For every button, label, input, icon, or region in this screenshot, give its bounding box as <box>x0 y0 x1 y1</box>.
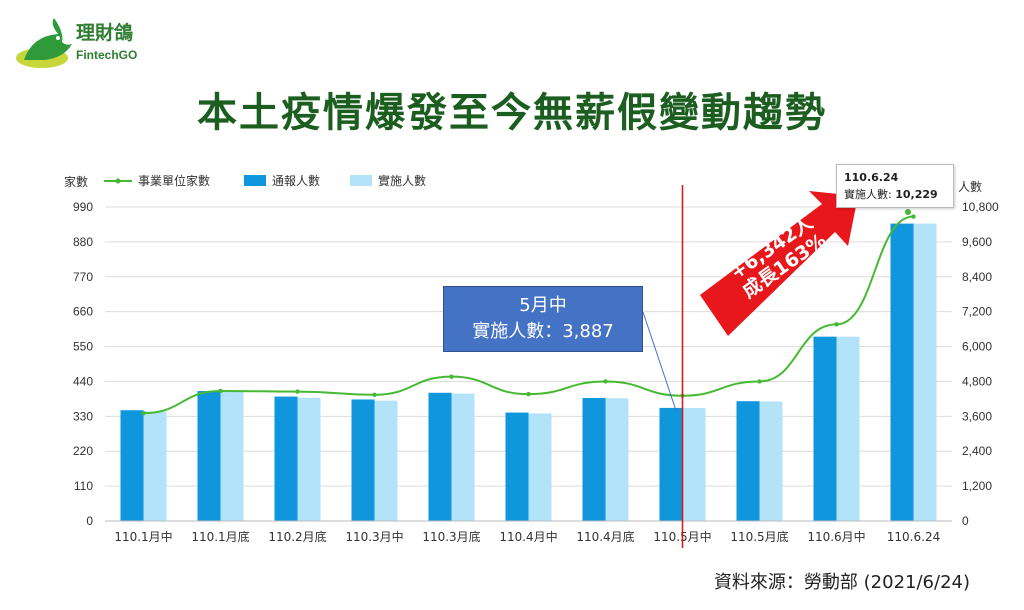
firms-point <box>834 322 839 327</box>
bar-implemented <box>759 401 783 521</box>
callout-line2: 實施人數：3,887 <box>472 321 614 342</box>
right-tick-label: 3,600 <box>962 409 992 423</box>
bar-implemented <box>682 407 706 521</box>
legend-label: 通報人數 <box>272 174 320 188</box>
logo: 理財鴿 FintechGO <box>14 14 174 78</box>
bar-implemented <box>374 400 398 521</box>
tooltip: 110.6.24 實施人數: 10,229 <box>836 164 954 208</box>
right-tick-label: 7,200 <box>962 305 992 319</box>
firms-point <box>218 388 223 394</box>
bar-implemented <box>297 397 321 521</box>
legend-label: 實施人數 <box>378 173 426 188</box>
legend-swatch <box>350 175 372 186</box>
bar-notified <box>813 336 837 521</box>
left-tick-label: 0 <box>86 514 93 528</box>
right-tick-label: 2,400 <box>962 444 992 458</box>
right-tick-label: 9,600 <box>962 235 992 249</box>
left-tick-label: 770 <box>73 270 93 284</box>
tooltip-pointer-dot <box>905 209 911 215</box>
right-tick-label: 10,800 <box>962 200 999 214</box>
bar-implemented <box>836 336 860 521</box>
logo-name: 理財鴿 <box>76 22 134 44</box>
bar-notified <box>428 392 452 521</box>
right-axis-label: 人數 <box>958 180 982 194</box>
source-note: 資料來源：勞動部 (2021/6/24) <box>713 572 970 593</box>
category-label: 110.6.24 <box>887 530 940 544</box>
tooltip-label: 實施人數: <box>844 188 896 201</box>
legend-label: 事業單位家數 <box>138 173 210 188</box>
firms-point <box>372 392 377 397</box>
bar-notified <box>890 223 914 521</box>
logo-subtitle: FintechGO <box>76 48 138 62</box>
bar-notified <box>736 401 760 521</box>
category-label: 110.2月底 <box>268 529 326 544</box>
bar-notified <box>197 391 221 521</box>
right-tick-label: 4,800 <box>962 374 992 388</box>
firms-point <box>526 391 531 397</box>
right-tick-label: 0 <box>962 514 969 528</box>
tooltip-line: 實施人數: 10,229 <box>844 186 946 203</box>
growth-arrow-icon <box>700 191 858 336</box>
tooltip-date: 110.6.24 <box>844 171 899 184</box>
firms-point <box>141 410 146 416</box>
firms-point <box>295 389 300 394</box>
firms-point <box>757 379 762 384</box>
bar-notified <box>351 399 375 521</box>
dove-logo-icon <box>16 18 72 68</box>
tooltip-value: 10,229 <box>895 188 938 201</box>
firms-point <box>603 379 608 384</box>
left-axis-label: 家數 <box>64 174 88 189</box>
right-tick-label: 6,000 <box>962 340 992 354</box>
firms-point <box>449 374 454 379</box>
bar-implemented <box>913 223 937 521</box>
left-tick-label: 660 <box>73 305 93 319</box>
left-tick-label: 550 <box>73 340 93 354</box>
bar-implemented <box>528 413 552 521</box>
category-label: 110.6月中 <box>807 529 865 544</box>
category-label: 110.1月中 <box>114 529 172 544</box>
bar-notified <box>582 398 606 521</box>
category-label: 110.4月底 <box>576 529 634 544</box>
right-tick-label: 8,400 <box>962 270 992 284</box>
legend-line-marker <box>115 178 121 184</box>
left-tick-label: 330 <box>73 409 93 423</box>
legend-swatch <box>244 175 266 186</box>
bar-notified <box>120 410 144 521</box>
left-tick-label: 990 <box>73 200 93 214</box>
left-tick-label: 440 <box>73 374 93 388</box>
callout-line1: 5月中 <box>519 295 567 316</box>
left-tick-label: 110 <box>74 479 93 493</box>
category-label: 110.3月底 <box>422 529 480 544</box>
bar-implemented <box>143 411 167 521</box>
category-label: 110.5月底 <box>730 529 788 544</box>
firms-line <box>143 215 914 415</box>
bar-notified <box>274 396 298 521</box>
category-label: 110.3月中 <box>345 529 403 544</box>
callout-pointer <box>642 311 677 413</box>
category-label: 110.4月中 <box>499 529 557 544</box>
page-title: 本土疫情爆發至今無薪假變動趨勢 <box>197 90 827 136</box>
left-tick-label: 220 <box>73 444 93 458</box>
bar-notified <box>505 412 529 521</box>
right-tick-label: 1,200 <box>962 479 992 493</box>
callout-box: 5月中 實施人數：3,887 <box>443 286 643 352</box>
category-label: 110.1月底 <box>191 529 249 544</box>
bar-implemented <box>220 391 244 521</box>
bar-implemented <box>605 398 629 521</box>
left-tick-label: 880 <box>73 235 93 249</box>
bar-implemented <box>451 393 475 521</box>
firms-point <box>911 214 916 219</box>
bar-notified <box>659 407 683 521</box>
